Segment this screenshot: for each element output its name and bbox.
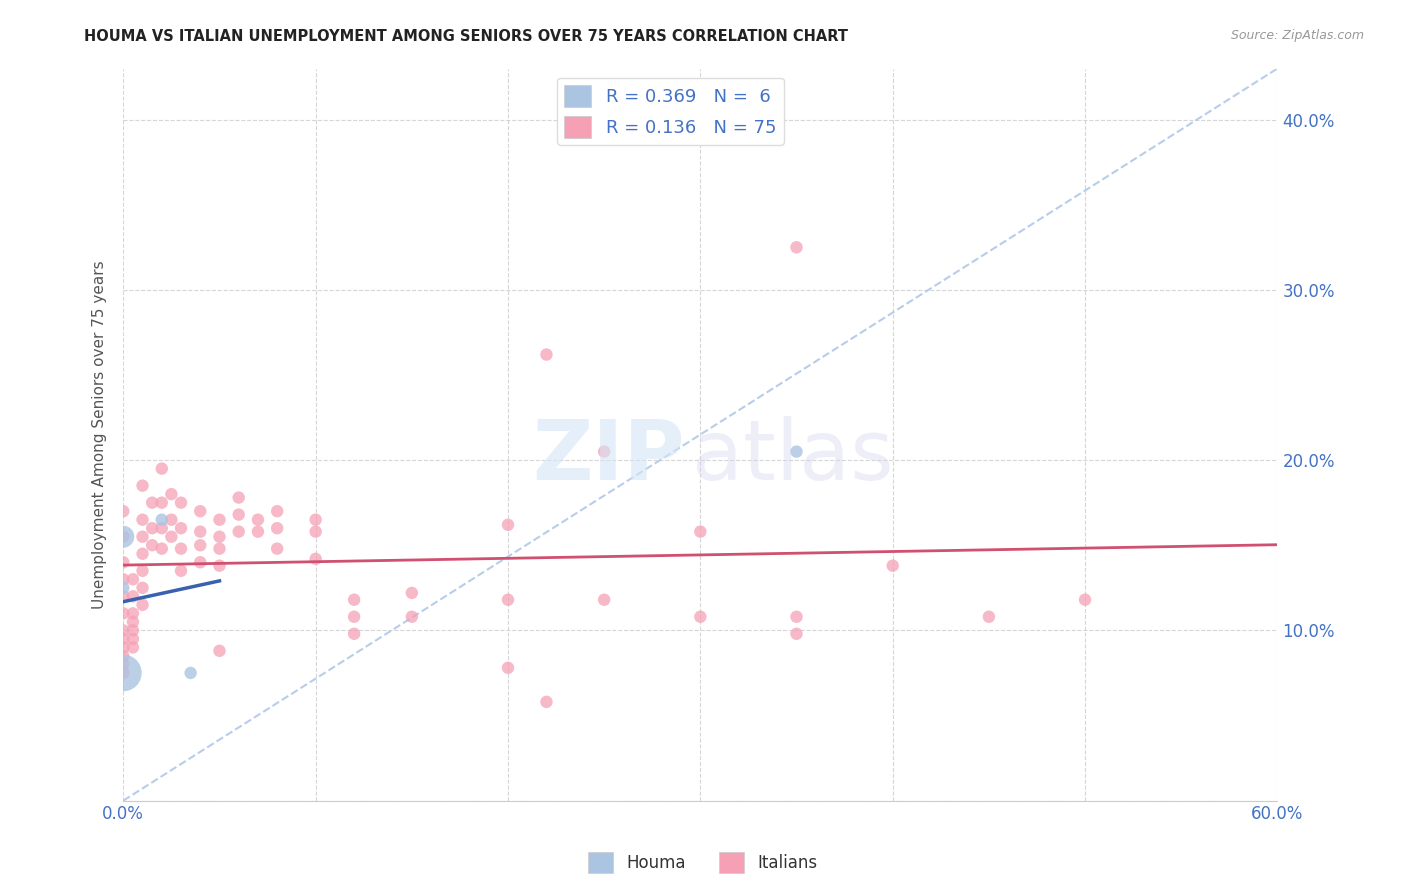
Point: [188, 555, 211, 569]
Point: [977, 609, 1000, 624]
Legend: R = 0.369   N =  6, R = 0.136   N = 75: R = 0.369 N = 6, R = 0.136 N = 75: [557, 78, 783, 145]
Point: [150, 461, 173, 475]
Point: [122, 632, 145, 646]
Point: [160, 530, 183, 544]
Point: [112, 530, 135, 544]
Point: [112, 504, 135, 518]
Point: [170, 521, 193, 535]
Point: [112, 530, 135, 544]
Point: [131, 547, 153, 561]
Point: [160, 513, 183, 527]
Point: [208, 541, 231, 556]
Point: [188, 524, 211, 539]
Point: [208, 558, 231, 573]
Point: [496, 661, 519, 675]
Text: atlas: atlas: [692, 416, 894, 497]
Point: [122, 615, 145, 629]
Point: [112, 590, 135, 604]
Point: [131, 598, 153, 612]
Point: [150, 541, 173, 556]
Point: [112, 648, 135, 663]
Point: [246, 524, 269, 539]
Point: [112, 632, 135, 646]
Point: [112, 657, 135, 672]
Point: [112, 555, 135, 569]
Point: [401, 609, 423, 624]
Point: [593, 444, 616, 458]
Point: [131, 478, 153, 492]
Point: [188, 504, 211, 518]
Point: [112, 665, 135, 680]
Point: [496, 517, 519, 532]
Point: [122, 607, 145, 621]
Point: [343, 592, 366, 607]
Point: [150, 496, 173, 510]
Point: [208, 513, 231, 527]
Legend: Houma, Italians: Houma, Italians: [582, 846, 824, 880]
Point: [112, 607, 135, 621]
Point: [122, 590, 145, 604]
Point: [305, 513, 328, 527]
Text: ZIP: ZIP: [531, 416, 685, 497]
Point: [141, 496, 163, 510]
Text: HOUMA VS ITALIAN UNEMPLOYMENT AMONG SENIORS OVER 75 YEARS CORRELATION CHART: HOUMA VS ITALIAN UNEMPLOYMENT AMONG SENI…: [84, 29, 848, 44]
Point: [160, 487, 183, 501]
Point: [343, 609, 366, 624]
Text: Source: ZipAtlas.com: Source: ZipAtlas.com: [1230, 29, 1364, 42]
Point: [112, 624, 135, 638]
Point: [593, 592, 616, 607]
Point: [305, 552, 328, 566]
Point: [228, 524, 250, 539]
Point: [188, 538, 211, 552]
Point: [170, 496, 193, 510]
Point: [131, 513, 153, 527]
Point: [786, 444, 808, 458]
Point: [141, 521, 163, 535]
Point: [170, 541, 193, 556]
Point: [112, 640, 135, 655]
Point: [131, 564, 153, 578]
Point: [305, 524, 328, 539]
Point: [689, 609, 711, 624]
Point: [536, 695, 558, 709]
Point: [786, 609, 808, 624]
Point: [246, 513, 269, 527]
Point: [180, 665, 202, 680]
Point: [122, 640, 145, 655]
Point: [536, 347, 558, 361]
Point: [266, 541, 288, 556]
Point: [266, 504, 288, 518]
Point: [122, 624, 145, 638]
Point: [150, 513, 173, 527]
Point: [150, 521, 173, 535]
Point: [228, 508, 250, 522]
Point: [228, 491, 250, 505]
Point: [1074, 592, 1097, 607]
Point: [131, 581, 153, 595]
Point: [122, 572, 145, 586]
Point: [401, 586, 423, 600]
Point: [208, 644, 231, 658]
Point: [170, 564, 193, 578]
Point: [786, 627, 808, 641]
Point: [496, 592, 519, 607]
Point: [141, 538, 163, 552]
Point: [786, 240, 808, 254]
Point: [208, 530, 231, 544]
Point: [882, 558, 904, 573]
Point: [112, 572, 135, 586]
Point: [112, 665, 135, 680]
Point: [112, 581, 135, 595]
Point: [266, 521, 288, 535]
Point: [131, 530, 153, 544]
Point: [689, 524, 711, 539]
Point: [343, 627, 366, 641]
Y-axis label: Unemployment Among Seniors over 75 years: Unemployment Among Seniors over 75 years: [93, 260, 107, 609]
